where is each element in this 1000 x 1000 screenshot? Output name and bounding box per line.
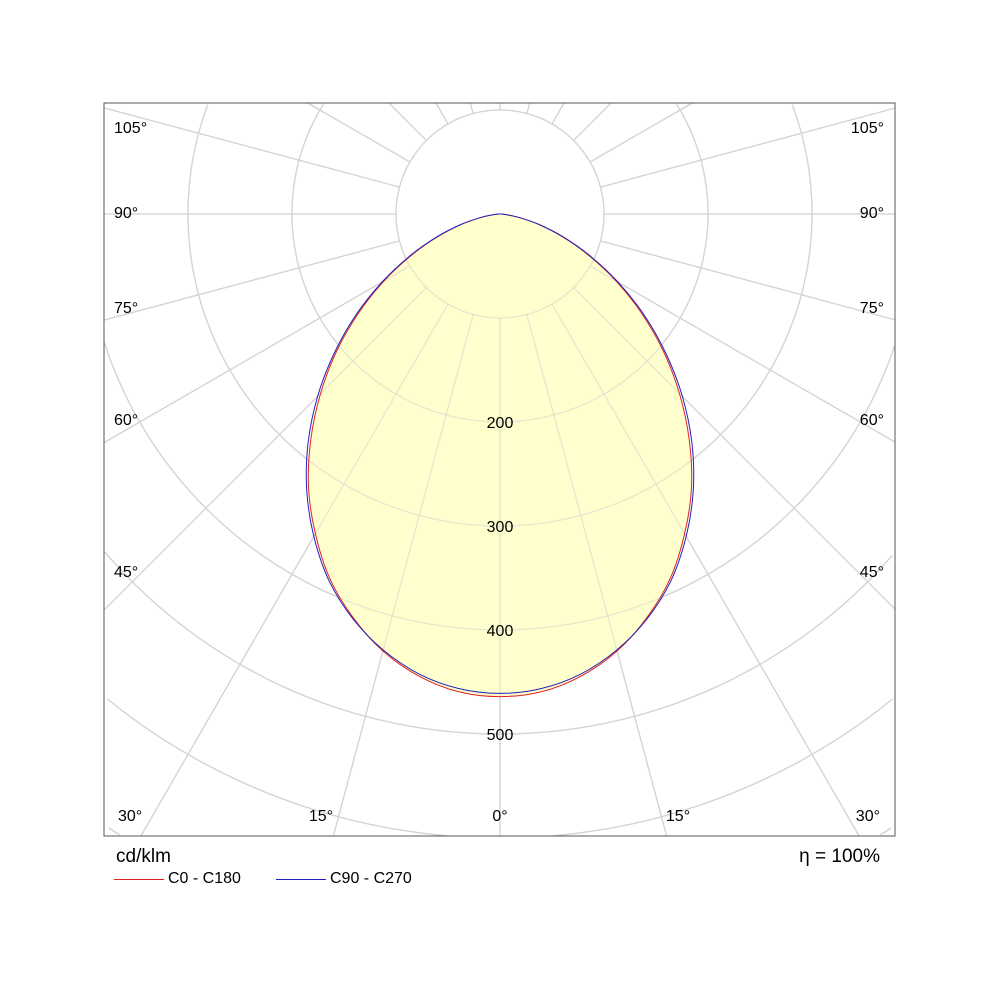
efficiency: η = 100% — [799, 846, 880, 868]
legend-swatch-c90 — [276, 878, 326, 880]
grid-spoke — [589, 265, 896, 443]
grid-ring — [554, 698, 894, 837]
legend-label-c90: C90 - C270 — [330, 870, 412, 887]
angle-label: 90° — [860, 205, 884, 222]
angle-label: 0° — [492, 808, 507, 825]
grid-ring — [500, 345, 896, 631]
grid-ring — [291, 103, 500, 423]
angle-label: 90° — [114, 205, 138, 222]
plot-frame — [103, 102, 896, 837]
grid-ring — [500, 554, 893, 735]
grid-spoke — [332, 314, 474, 837]
angle-label: 60° — [860, 412, 884, 429]
legend-item-c90: C90 - C270 — [276, 870, 412, 888]
grid-ring — [554, 698, 894, 837]
angle-label: 30° — [856, 808, 880, 825]
legend-label-c0: C0 - C180 — [168, 870, 241, 887]
angle-label: 75° — [114, 300, 138, 317]
angle-label: 15° — [309, 808, 333, 825]
grid-spoke — [526, 314, 668, 837]
angle-label: 105° — [114, 120, 147, 137]
series-curve-c0-c180 — [307, 213, 693, 698]
grid-ring — [880, 827, 892, 836]
grid-spoke — [307, 102, 411, 163]
legend-swatch-c0 — [114, 878, 164, 880]
grid-overlay — [103, 102, 896, 837]
curves — [103, 102, 896, 837]
efficiency-value: 100% — [831, 846, 880, 867]
grid-spoke — [435, 102, 449, 125]
series-curve-c90-c270 — [305, 213, 695, 694]
grid-ring — [106, 698, 446, 837]
angle-label: 45° — [860, 564, 884, 581]
radial-tick-label: 400 — [487, 623, 514, 640]
angle-label: 30° — [118, 808, 142, 825]
angle-label: 75° — [860, 300, 884, 317]
grid-spoke — [573, 287, 896, 610]
radial-tick-label: 300 — [487, 519, 514, 536]
grid-spoke — [600, 240, 896, 321]
angle-label: 45° — [114, 564, 138, 581]
radial-tick-label: 500 — [487, 727, 514, 744]
grid-ring — [500, 104, 813, 527]
grid-ring — [104, 551, 500, 735]
grid-spoke — [551, 303, 860, 837]
unit-label: cd/klm — [116, 846, 171, 867]
grid-ring — [108, 827, 120, 836]
grid-spoke — [388, 102, 427, 141]
grid-spoke — [469, 102, 474, 114]
angle-label: 15° — [666, 808, 690, 825]
grid-spoke — [103, 287, 427, 611]
angle-label: 105° — [851, 120, 884, 137]
grid-spoke — [551, 102, 565, 125]
radial-tick-label: 200 — [487, 415, 514, 432]
grid-spoke — [103, 240, 400, 321]
legend-item-c0: C0 - C180 — [114, 870, 241, 888]
grid-spoke — [526, 102, 531, 114]
grid-spoke — [589, 102, 693, 163]
grid-spoke — [103, 265, 411, 444]
grid-spoke — [600, 107, 896, 188]
grid-spoke — [140, 303, 449, 837]
grid-spoke — [573, 102, 612, 141]
grid-spoke — [103, 107, 400, 188]
angle-label: 60° — [114, 412, 138, 429]
efficiency-label: η = — [799, 846, 832, 867]
grid-ring — [106, 698, 446, 837]
grid-ring — [500, 103, 709, 423]
grid-ring — [187, 104, 500, 527]
